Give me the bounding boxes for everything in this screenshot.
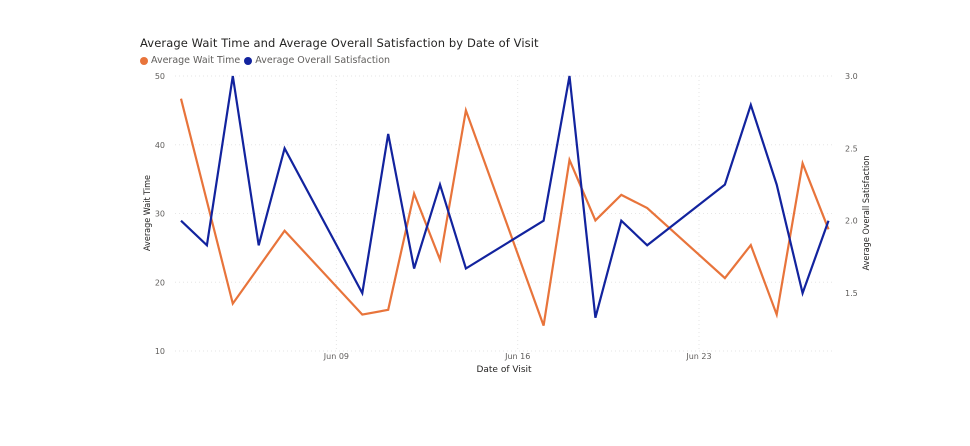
x-axis-title: Date of Visit: [476, 365, 532, 375]
y-right-tick-label: 2.5: [845, 144, 858, 153]
series-line-wait-time: [179, 98, 830, 326]
chart-legend: Average Wait Time Average Overall Satisf…: [140, 55, 394, 66]
legend-item-satisfaction[interactable]: Average Overall Satisfaction: [244, 55, 390, 66]
x-tick-label: Jun 09: [323, 352, 349, 361]
y-axis-left-title: Average Wait Time: [143, 175, 153, 251]
y-left-tick-label: 40: [155, 141, 165, 150]
y-right-tick-label: 1.5: [845, 289, 858, 298]
x-tick-label: Jun 23: [685, 352, 711, 361]
x-tick-label: Jun 16: [504, 352, 530, 361]
y-axis-right-ticks: 1.5 2.0 2.5 3.0: [845, 72, 858, 298]
x-axis-ticks: Jun 09 Jun 16 Jun 23: [323, 352, 712, 361]
legend-label-wait-time: Average Wait Time: [151, 55, 241, 66]
series-lines: [179, 75, 830, 326]
legend-item-wait-time[interactable]: Average Wait Time: [140, 55, 240, 66]
series-line-satisfaction: [180, 75, 830, 318]
y-axis-right-title: Average Overall Satisfaction: [862, 156, 872, 271]
y-left-tick-label: 50: [155, 72, 165, 81]
legend-dot-wait-time: [140, 56, 148, 65]
y-left-tick-label: 10: [155, 347, 165, 356]
y-axis-left-ticks: 10 20 30 40 50: [155, 72, 165, 356]
y-right-tick-label: 3.0: [845, 72, 858, 81]
legend-dot-satisfaction: [244, 56, 253, 65]
y-right-tick-label: 2.0: [845, 217, 858, 226]
y-left-tick-label: 20: [155, 278, 165, 287]
y-left-tick-label: 30: [155, 210, 165, 219]
chart-title: Average Wait Time and Average Overall Sa…: [140, 36, 539, 50]
legend-label-satisfaction: Average Overall Satisfaction: [255, 55, 391, 66]
